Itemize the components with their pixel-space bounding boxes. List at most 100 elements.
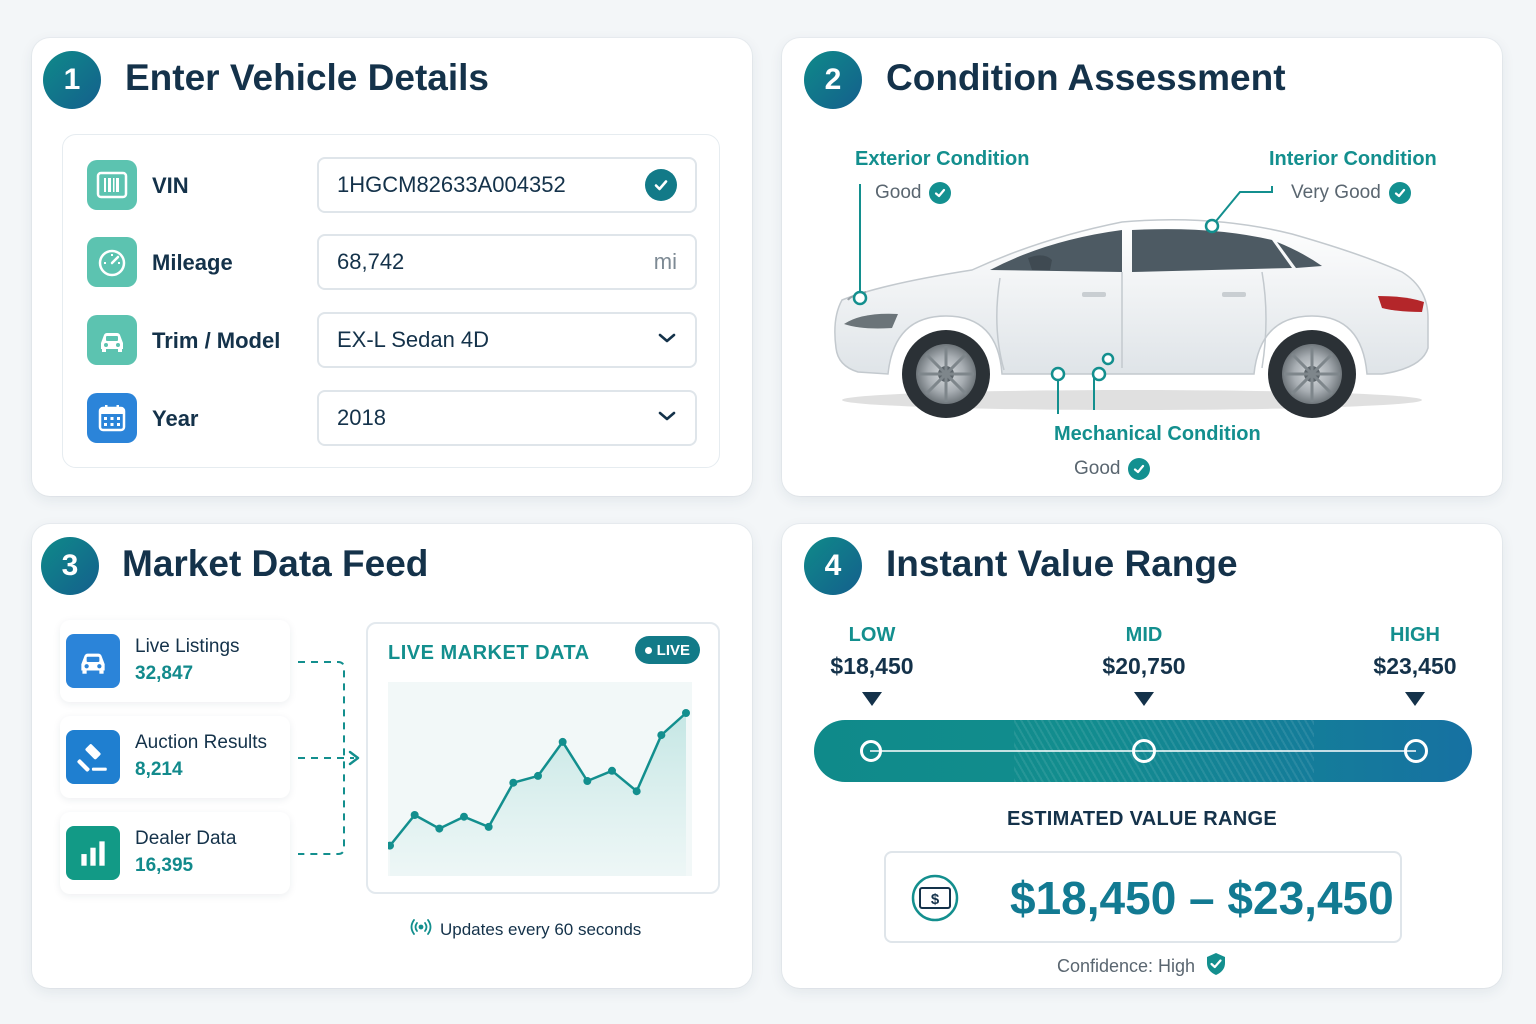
live-dot-icon bbox=[644, 646, 652, 654]
condition-title: Condition Assessment bbox=[886, 57, 1286, 98]
source-name: Live Listings bbox=[135, 636, 240, 657]
trim-select[interactable]: EX-L Sedan 4D bbox=[317, 312, 697, 368]
check-icon bbox=[1388, 182, 1411, 204]
step-1-badge: 1 bbox=[43, 51, 101, 109]
source-count: 32,847 bbox=[135, 663, 194, 684]
exterior-condition-rating: Good bbox=[875, 182, 922, 203]
chart-point bbox=[682, 709, 690, 717]
bar-chart-icon bbox=[66, 826, 120, 880]
chart-title: LIVE MARKET DATA bbox=[388, 642, 590, 664]
year-select[interactable]: 2018 bbox=[317, 390, 697, 446]
high-pointer bbox=[1405, 692, 1425, 706]
chart-point bbox=[534, 771, 542, 780]
exterior-condition-label: Exterior Condition bbox=[855, 148, 1030, 170]
check-icon bbox=[1128, 458, 1151, 480]
mechanical-condition-rating: Good bbox=[1074, 458, 1121, 479]
chart-point bbox=[583, 777, 592, 785]
mid-amount: $20,750 bbox=[1102, 653, 1186, 679]
mechanical-condition-label: Mechanical Condition bbox=[1054, 423, 1261, 445]
chart-point bbox=[657, 731, 666, 740]
shield-check-icon bbox=[1205, 952, 1227, 981]
range-node-mid bbox=[1132, 739, 1156, 763]
speedometer-icon bbox=[87, 237, 137, 287]
chevron-down-icon bbox=[657, 331, 677, 350]
barcode-icon bbox=[87, 160, 137, 210]
chart-area-fill bbox=[390, 713, 686, 876]
high-value: HIGH $23,450 bbox=[1345, 624, 1485, 680]
vehicle-details-card: 1 Enter Vehicle Details VIN 1HGCM82633A0… bbox=[32, 38, 752, 496]
update-text: Updates every 60 seconds bbox=[440, 919, 642, 939]
interior-condition-rating: Very Good bbox=[1291, 182, 1381, 203]
year-row: Year 2018 bbox=[87, 390, 697, 446]
condition-connectors bbox=[852, 184, 1273, 414]
vin-value: 1HGCM82633A004352 bbox=[337, 172, 566, 197]
mechanical-condition-value: Good bbox=[1074, 458, 1151, 480]
trim-row: Trim / Model EX-L Sedan 4D bbox=[87, 312, 697, 368]
value-range-title: Instant Value Range bbox=[886, 543, 1238, 584]
range-node-low bbox=[860, 740, 882, 762]
range-node-high bbox=[1404, 739, 1428, 763]
chart-point bbox=[484, 822, 493, 831]
svg-text:$: $ bbox=[931, 891, 940, 908]
market-data-card: 3 Market Data Feed Live Listings 32,847 … bbox=[32, 524, 752, 988]
vin-row: VIN 1HGCM82633A004352 bbox=[87, 157, 697, 213]
year-value: 2018 bbox=[337, 405, 386, 430]
estimated-range-box: $ $18,450 – $23,450 bbox=[884, 851, 1402, 943]
interior-condition-label: Interior Condition bbox=[1269, 148, 1437, 170]
mileage-unit: mi bbox=[653, 249, 677, 274]
mileage-value: 68,742 bbox=[337, 249, 405, 274]
mileage-label: Mileage bbox=[152, 250, 233, 275]
low-value: LOW $18,450 bbox=[802, 624, 942, 680]
vehicle-form: VIN 1HGCM82633A004352 Mileage 68,742 mi bbox=[62, 134, 720, 468]
low-amount: $18,450 bbox=[830, 653, 914, 679]
mid-value: MID $20,750 bbox=[1074, 624, 1214, 680]
mid-pointer bbox=[1134, 692, 1154, 706]
low-pointer bbox=[862, 692, 882, 706]
check-icon bbox=[929, 182, 952, 204]
source-dealer-data: Dealer Data 16,395 bbox=[60, 812, 290, 894]
source-name: Dealer Data bbox=[135, 828, 237, 849]
live-badge: LIVE bbox=[634, 636, 700, 664]
chart-point bbox=[509, 778, 518, 787]
feed-connectors bbox=[298, 661, 360, 855]
market-line-chart bbox=[388, 682, 692, 876]
source-name: Auction Results bbox=[135, 732, 268, 753]
source-count: 16,395 bbox=[135, 855, 194, 876]
trim-value: EX-L Sedan 4D bbox=[337, 327, 490, 352]
source-live-listings: Live Listings 32,847 bbox=[60, 620, 290, 702]
update-note: Updates every 60 seconds bbox=[410, 918, 641, 941]
calendar-icon bbox=[87, 393, 137, 443]
trim-label: Trim / Model bbox=[152, 328, 281, 353]
estimated-range-value: $18,450 – $23,450 bbox=[1010, 872, 1394, 924]
gavel-icon bbox=[66, 730, 120, 784]
car-icon bbox=[87, 315, 137, 365]
mileage-input[interactable]: 68,742 mi bbox=[317, 234, 697, 290]
chart-point bbox=[632, 787, 641, 796]
market-data-title: Market Data Feed bbox=[122, 543, 429, 584]
estimated-range-label: ESTIMATED VALUE RANGE bbox=[1006, 808, 1277, 830]
chart-point bbox=[608, 766, 616, 775]
low-label: LOW bbox=[848, 624, 896, 646]
source-auction-results: Auction Results 8,214 bbox=[60, 716, 290, 798]
live-market-chart: LIVE MARKET DATA LIVE bbox=[366, 622, 720, 894]
condition-card: 2 Condition Assessment bbox=[782, 38, 1502, 496]
value-range-card: 4 Instant Value Range LOW $18,450 MID $2… bbox=[782, 524, 1502, 988]
exterior-condition-value: Good bbox=[875, 182, 952, 204]
chart-point bbox=[558, 737, 567, 746]
vin-input[interactable]: 1HGCM82633A004352 bbox=[317, 157, 697, 213]
step-4-badge: 4 bbox=[804, 537, 862, 595]
mileage-row: Mileage 68,742 mi bbox=[87, 234, 697, 290]
chart-point bbox=[460, 812, 468, 821]
interior-condition-value: Very Good bbox=[1291, 182, 1411, 204]
high-label: HIGH bbox=[1390, 624, 1440, 646]
mid-label: MID bbox=[1125, 624, 1163, 646]
range-line bbox=[870, 750, 1416, 752]
step-3-badge: 3 bbox=[41, 537, 99, 595]
confidence-indicator: Confidence: High bbox=[782, 952, 1502, 981]
broadcast-icon bbox=[410, 918, 432, 941]
value-range-bar bbox=[814, 720, 1472, 782]
chart-point bbox=[435, 824, 444, 833]
high-amount: $23,450 bbox=[1373, 653, 1457, 679]
check-icon bbox=[645, 169, 677, 201]
car-illustration bbox=[834, 218, 1429, 418]
